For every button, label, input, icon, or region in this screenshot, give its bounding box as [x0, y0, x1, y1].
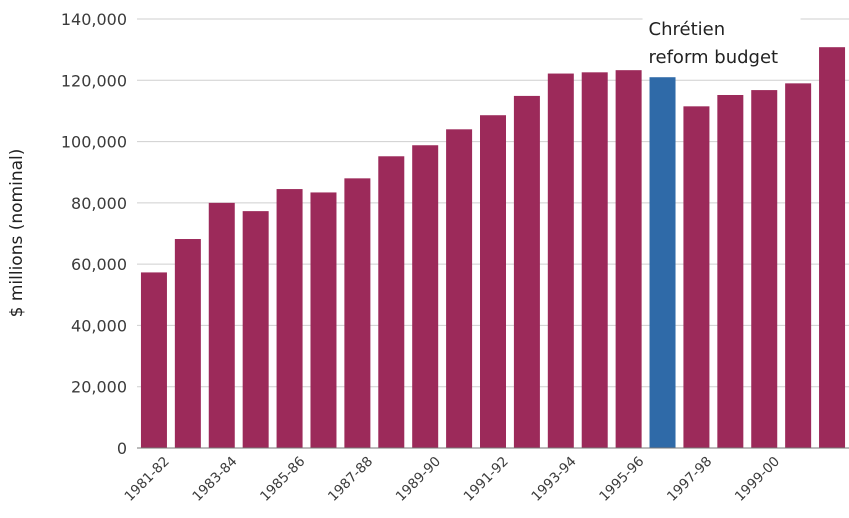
bar: [480, 115, 506, 449]
bar: [513, 95, 540, 448]
bar: [683, 106, 710, 448]
y-tick-label: 80,000: [71, 194, 127, 213]
annotation-line-2: reform budget: [649, 47, 779, 68]
annotation-background: [642, 14, 801, 71]
x-tick-label: 1995-96: [596, 454, 647, 505]
bar: [547, 73, 574, 449]
bar: [276, 189, 303, 448]
x-tick-label: 1999-00: [732, 454, 783, 505]
x-tick-label: 1983-84: [189, 454, 240, 505]
y-axis-title: $ millions (nominal): [7, 149, 27, 318]
bar-highlighted: [649, 77, 676, 448]
y-tick-label: 20,000: [71, 378, 127, 397]
y-axis-ticks: 0 20,000 40,000 60,000 80,000 100,000 120,000 1…: [61, 10, 127, 458]
bar: [819, 47, 846, 448]
bar: [615, 70, 642, 448]
bar: [717, 94, 744, 448]
x-tick-label: 1991-92: [461, 454, 512, 505]
x-tick-label: 1993-94: [528, 454, 579, 505]
bar: [344, 178, 371, 449]
y-tick-label: 0: [117, 439, 127, 458]
bar: [208, 202, 235, 448]
y-tick-label: 60,000: [71, 255, 127, 274]
bar: [310, 192, 337, 448]
x-tick-label: 1997-98: [664, 454, 715, 505]
x-tick-label: 1989-90: [393, 454, 444, 505]
bar: [785, 83, 812, 448]
bar: [174, 239, 201, 448]
bar: [140, 272, 167, 448]
y-tick-label: 100,000: [61, 133, 127, 152]
bar: [446, 129, 473, 449]
x-tick-label: 1981-82: [122, 454, 173, 505]
y-tick-label: 120,000: [61, 71, 127, 90]
bar: [242, 211, 269, 448]
y-tick-label: 140,000: [61, 10, 127, 29]
y-tick-label: 40,000: [71, 316, 127, 335]
bars: [140, 47, 846, 449]
bar: [581, 72, 608, 448]
bar: [751, 90, 778, 448]
bar: [378, 156, 405, 448]
annotation-line-1: Chrétien: [649, 19, 726, 40]
bar: [412, 145, 439, 448]
x-tick-label: 1985-86: [257, 454, 308, 505]
x-tick-label: 1987-88: [325, 454, 376, 505]
x-axis-ticks: 1981-82 1983-84 1985-86 1987-88 1989-90 1991-…: [122, 454, 783, 505]
